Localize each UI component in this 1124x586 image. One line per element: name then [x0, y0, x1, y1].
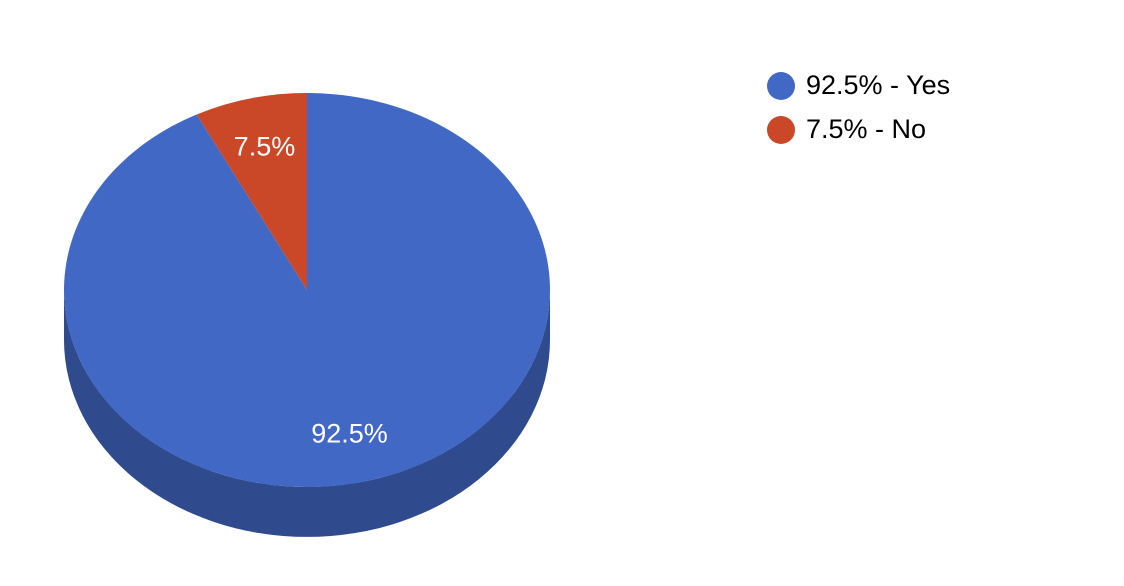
slice-label: 7.5%: [234, 131, 296, 161]
chart-legend: 92.5% - Yes 7.5% - No: [767, 71, 950, 144]
legend-item-yes: 92.5% - Yes: [767, 71, 950, 100]
legend-swatch-no-icon: [767, 115, 795, 144]
legend-label-yes: 92.5% - Yes: [806, 70, 951, 100]
legend-item-no: 7.5% - No: [767, 115, 950, 144]
pie-3d-side: [64, 290, 550, 537]
pie-slice[interactable]: [196, 93, 307, 290]
slice-label: 92.5%: [311, 419, 388, 449]
legend-swatch-yes-icon: [767, 71, 795, 100]
legend-label-no: 7.5% - No: [806, 114, 927, 144]
